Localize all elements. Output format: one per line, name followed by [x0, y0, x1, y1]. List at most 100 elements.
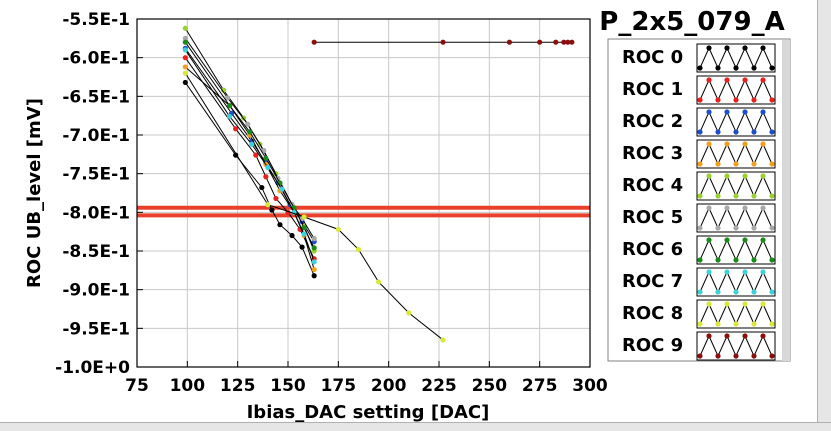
legend-swatch-marker: [697, 193, 703, 199]
data-point: [233, 126, 239, 132]
legend-swatch-marker: [724, 205, 730, 211]
legend-swatch-marker: [724, 141, 730, 147]
threshold-lines: [137, 205, 590, 218]
legend-swatch-marker: [760, 77, 766, 83]
x-tick-label: 300: [572, 376, 608, 396]
legend-label: ROC 9: [622, 335, 683, 356]
legend-swatch-marker: [733, 257, 739, 263]
legend-swatch-marker: [760, 333, 766, 339]
window-frame-right: [817, 0, 831, 430]
data-point: [227, 113, 233, 120]
window-frame-bottom: [0, 422, 831, 431]
data-point: [301, 214, 307, 220]
legend-swatch-marker: [733, 353, 739, 359]
data-point: [355, 246, 362, 253]
x-tick-label: 225: [421, 376, 457, 396]
legend-title: P_2x5_079_A: [599, 7, 784, 37]
legend-swatch-marker: [724, 109, 730, 115]
legend-swatch-marker: [769, 97, 775, 103]
data-point: [233, 152, 239, 158]
data-point: [273, 195, 279, 202]
data-point: [311, 245, 317, 251]
legend-swatch-marker: [751, 65, 757, 71]
y-tick-label: -8.5E-1: [62, 242, 130, 262]
legend-swatch-marker: [715, 65, 721, 71]
legend-swatch-marker: [697, 161, 703, 167]
legend-swatch-marker: [769, 225, 775, 231]
legend-swatch-marker: [742, 109, 748, 115]
data-point: [261, 147, 267, 154]
legend-label: ROC 2: [622, 111, 683, 132]
series-roc-6: [182, 39, 317, 251]
legend-swatch-marker: [760, 205, 766, 211]
data-point: [311, 259, 317, 265]
data-point: [259, 184, 265, 191]
legend-swatch-marker: [742, 205, 748, 211]
legend-swatch-marker: [760, 45, 766, 51]
legend-swatch-marker: [742, 77, 748, 83]
legend-swatch-marker: [769, 257, 775, 263]
data-point: [289, 232, 295, 239]
series-line: [184, 72, 444, 341]
data-point: [182, 47, 188, 53]
legend-label: ROC 6: [622, 239, 683, 260]
data-point: [227, 103, 233, 109]
legend-swatch-marker: [751, 353, 757, 359]
data-point: [253, 152, 259, 158]
legend-swatch-marker: [742, 141, 748, 147]
legend-swatch-marker: [706, 173, 712, 179]
legend-swatch-marker: [751, 257, 757, 263]
y-tick-label: -9.5E-1: [62, 319, 130, 339]
legend-swatch-marker: [706, 109, 712, 115]
legend-swatch-marker: [769, 321, 775, 327]
legend-swatch-marker: [706, 301, 712, 307]
series-layer: [182, 25, 575, 343]
data-point: [182, 55, 188, 61]
legend-swatch-marker: [742, 301, 748, 307]
data-point: [311, 273, 317, 279]
legend-swatch-marker: [697, 129, 703, 135]
legend-swatch-marker: [697, 65, 703, 71]
legend-swatch-marker: [715, 353, 721, 359]
data-point: [376, 279, 382, 285]
series-roc-8: [182, 70, 446, 343]
legend-swatch-marker: [715, 129, 721, 135]
legend-swatch-marker: [733, 97, 739, 103]
plot-background: [137, 19, 590, 367]
legend-swatch-marker: [715, 97, 721, 103]
series-line: [184, 49, 315, 262]
x-tick-label: 100: [170, 376, 206, 396]
data-point: [182, 64, 188, 70]
legend-swatch-marker: [769, 129, 775, 135]
series-line: [184, 57, 315, 259]
data-point: [182, 79, 188, 86]
series-line: [184, 41, 315, 249]
data-point: [299, 244, 305, 250]
data-point: [406, 310, 412, 316]
legend-swatch-marker: [715, 257, 721, 263]
legend-swatch-marker: [751, 129, 757, 135]
legend-swatch-marker: [760, 237, 766, 243]
legend-swatch-marker: [760, 301, 766, 307]
legend-swatch-marker: [760, 269, 766, 275]
data-point: [311, 266, 317, 273]
legend-swatch-marker: [697, 97, 703, 103]
data-point: [301, 231, 307, 237]
legend-label: ROC 1: [622, 79, 683, 100]
data-point: [182, 39, 188, 45]
legend-swatch-marker: [769, 161, 775, 167]
y-tick-label: -6.0E-1: [62, 49, 130, 69]
data-point: [245, 121, 251, 127]
legend-swatch-marker: [733, 161, 739, 167]
data-point: [335, 226, 341, 232]
legend-swatch-marker: [742, 45, 748, 51]
legend-swatch-marker: [715, 193, 721, 199]
legend-swatch-marker: [769, 193, 775, 199]
legend-swatch-marker: [697, 289, 703, 295]
legend-swatch-marker: [760, 173, 766, 179]
legend-swatch-marker: [706, 333, 712, 339]
x-tick-label: 275: [522, 376, 558, 396]
legend-swatch-marker: [733, 65, 739, 71]
legend-swatch-marker: [751, 321, 757, 327]
legend-swatch-marker: [760, 141, 766, 147]
